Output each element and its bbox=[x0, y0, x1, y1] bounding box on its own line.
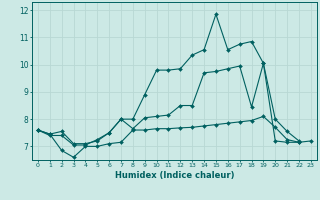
X-axis label: Humidex (Indice chaleur): Humidex (Indice chaleur) bbox=[115, 171, 234, 180]
